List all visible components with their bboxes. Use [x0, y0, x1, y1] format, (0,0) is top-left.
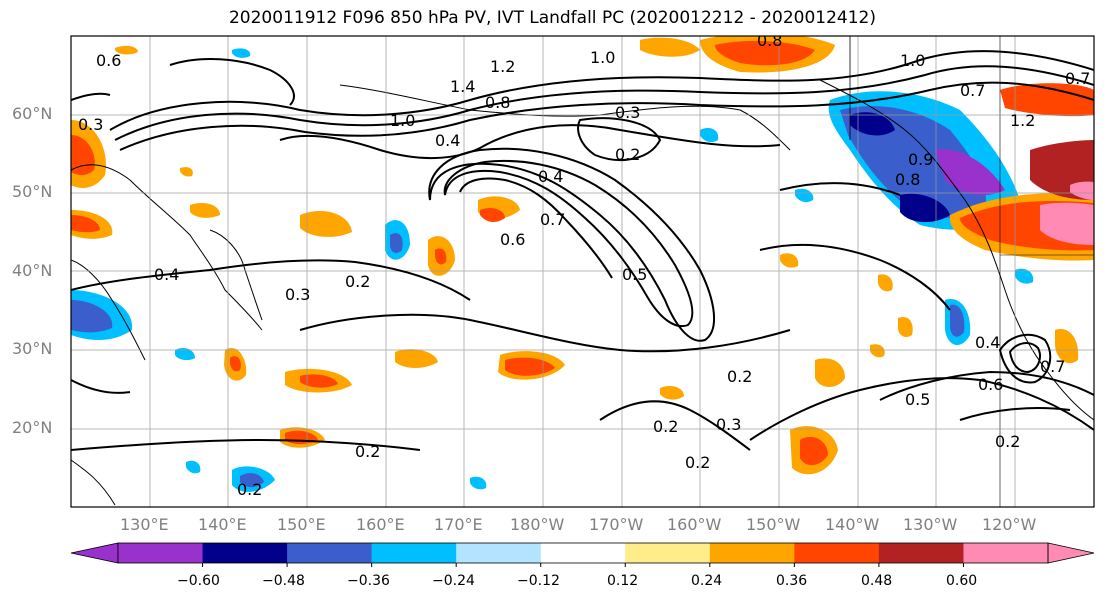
contour-label: 0.7 — [1065, 69, 1090, 88]
lat-label: 60°N — [12, 104, 53, 123]
contour-label: 0.4 — [435, 131, 460, 150]
colorbar-tick-label: −0.36 — [347, 573, 390, 589]
contour-label: 0.2 — [237, 480, 262, 499]
contour-label: 0.5 — [622, 265, 647, 284]
lat-label: 40°N — [12, 261, 53, 280]
colorbar-segment — [202, 543, 288, 563]
contour-label: 0.4 — [538, 167, 563, 186]
contour-label: 0.2 — [653, 417, 678, 436]
contour-label: 0.5 — [905, 390, 930, 409]
lon-label: 120°W — [982, 515, 1037, 534]
contour-label: 1.2 — [490, 57, 515, 76]
colorbar-tick-label: 0.60 — [946, 573, 978, 589]
contour-label: 0.6 — [500, 230, 525, 249]
colorbar-segment — [540, 543, 626, 563]
map-title: 2020011912 F096 850 hPa PV, IVT Landfall… — [228, 8, 876, 28]
contour-label: 0.2 — [615, 145, 640, 164]
contour-label: 0.3 — [716, 415, 741, 434]
contour-label: 0.6 — [978, 375, 1003, 394]
colorbar-tick-label: −0.60 — [177, 573, 220, 589]
lat-label: 30°N — [12, 339, 53, 358]
colorbar-tick-label: 0.48 — [861, 573, 893, 589]
colorbar-tick-label: −0.48 — [262, 573, 305, 589]
lon-label: 160°E — [356, 515, 405, 534]
contour-label: 0.3 — [615, 103, 640, 122]
shading-layer — [71, 36, 1094, 492]
contour-label: 0.8 — [485, 93, 510, 112]
lon-label: 170°E — [434, 515, 483, 534]
colorbar-segment — [456, 543, 542, 563]
colorbar-segment — [287, 543, 373, 563]
colorbar-segment — [709, 543, 795, 563]
contour-label: 0.2 — [685, 453, 710, 472]
colorbar-tick-label: 0.24 — [691, 573, 723, 589]
contour-label: 0.3 — [285, 285, 310, 304]
contour-label: 1.0 — [590, 48, 615, 67]
contour-label: 0.2 — [727, 367, 752, 386]
contour-label: 0.2 — [355, 442, 380, 461]
contour-labels: 0.6 1.0 0.8 1.0 1.2 1.4 0.8 1.0 0.4 0.3 … — [78, 31, 1090, 499]
lon-label: 160°W — [667, 515, 722, 534]
contour-label: 0.3 — [78, 115, 103, 134]
contour-label: 0.7 — [960, 81, 985, 100]
lon-label: 140°W — [825, 515, 880, 534]
contour-label: 0.2 — [345, 272, 370, 291]
lon-label: 140°E — [198, 515, 247, 534]
contour-label: 0.8 — [757, 31, 782, 50]
contour-label: 0.6 — [96, 51, 121, 70]
colorbar-segment — [625, 543, 711, 563]
contour-label: 0.7 — [540, 210, 565, 229]
contour-label: 1.0 — [390, 111, 415, 130]
colorbar-tick-label: −0.24 — [432, 573, 475, 589]
colorbar-tick-label: 0.36 — [776, 573, 808, 589]
map-frame — [70, 35, 1095, 508]
lat-label: 50°N — [12, 182, 53, 201]
contour-label: 0.9 — [908, 150, 933, 169]
colorbar-tick-label: 0.12 — [607, 573, 639, 589]
grid-layer — [71, 36, 1094, 507]
contour-label: 1.0 — [900, 51, 925, 70]
colorbar-arrow-right — [1047, 542, 1095, 564]
colorbar-segment — [371, 543, 457, 563]
lon-label: 180°W — [510, 515, 565, 534]
colorbar-tick-label: −0.12 — [517, 573, 560, 589]
contour-label: 0.2 — [995, 432, 1020, 451]
lon-label: 150°W — [746, 515, 801, 534]
lon-label: 170°W — [589, 515, 644, 534]
colorbar-frame — [117, 542, 1049, 564]
contour-label: 1.4 — [450, 77, 475, 96]
colorbar-segment — [878, 543, 964, 563]
lon-label: 150°E — [277, 515, 326, 534]
lon-label: 130°E — [120, 515, 169, 534]
contour-layer — [71, 50, 1094, 451]
contour-label: 0.4 — [154, 265, 179, 284]
colorbar — [70, 542, 1095, 567]
lat-label: 20°N — [12, 418, 53, 437]
colorbar-segment — [794, 543, 880, 563]
colorbar-arrow-left — [70, 542, 119, 564]
contour-label: 0.8 — [895, 170, 920, 189]
colorbar-segment — [118, 543, 204, 563]
lon-label: 130°W — [903, 515, 958, 534]
contour-label: 0.7 — [1040, 357, 1065, 376]
contour-label: 1.2 — [1010, 111, 1035, 130]
colorbar-segment — [963, 543, 1049, 563]
contour-label: 0.4 — [975, 333, 1000, 352]
